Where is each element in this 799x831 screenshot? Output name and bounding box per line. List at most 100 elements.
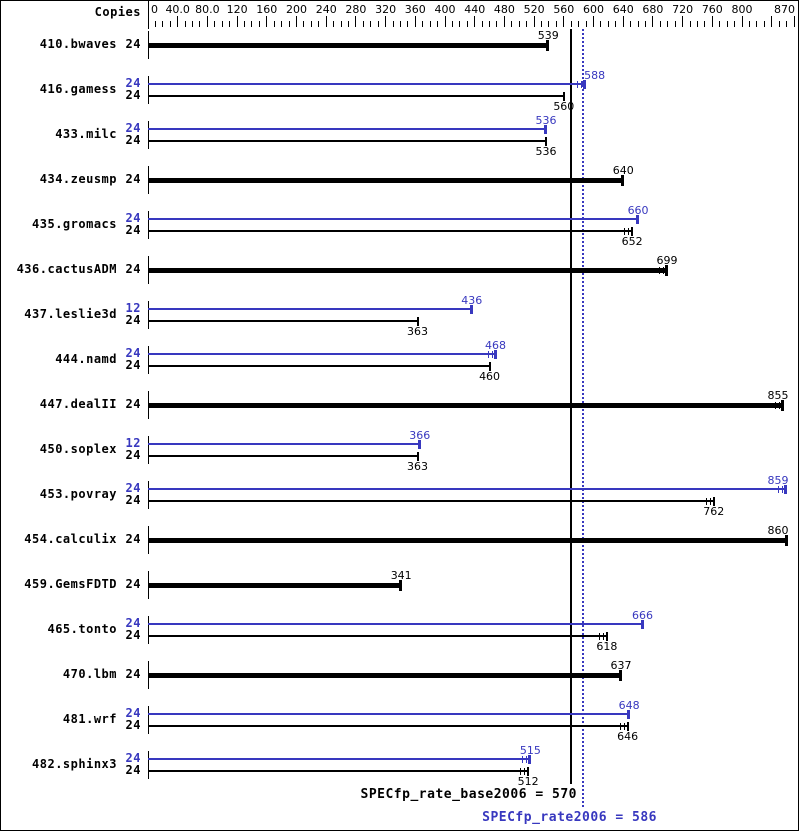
axis-major-tick — [793, 16, 795, 27]
bar-end-cap — [627, 709, 631, 719]
axis-major-tick — [385, 16, 387, 27]
axis-minor-tick — [659, 21, 661, 27]
copies-value: 24 — [125, 37, 141, 51]
bar-end-cap — [582, 79, 586, 89]
group-axis-line — [148, 76, 149, 104]
peak-bar — [148, 83, 585, 85]
axis-minor-tick — [555, 21, 557, 27]
axis-major-tick — [593, 16, 595, 27]
axis-minor-tick — [489, 21, 491, 27]
bar-value-label: 560 — [553, 100, 575, 113]
bar-value-label: 855 — [767, 389, 789, 402]
run-median-mark — [774, 401, 776, 409]
axis-minor-tick — [362, 21, 364, 27]
bar-end-cap — [544, 136, 547, 146]
peak-bar — [148, 128, 546, 130]
copies-value: 24 — [125, 313, 141, 327]
benchmark-name: 434.zeusmp — [39, 172, 117, 186]
axis-minor-tick — [585, 21, 587, 27]
axis-minor-tick — [637, 21, 639, 27]
axis-minor-tick — [318, 21, 320, 27]
axis-minor-tick — [347, 21, 349, 27]
bar-end-cap — [631, 226, 634, 236]
bar-end-cap — [783, 484, 787, 494]
base-bar — [148, 365, 490, 367]
bar-end-cap — [626, 721, 629, 731]
axis-minor-tick — [399, 21, 401, 27]
bar-end-cap — [399, 579, 403, 591]
benchmark-name: 450.soplex — [39, 442, 117, 456]
axis-major-tick — [236, 16, 238, 27]
peak-bar — [148, 758, 531, 760]
axis-minor-tick — [377, 21, 379, 27]
benchmark-name: 481.wrf — [62, 712, 117, 726]
axis-minor-tick — [214, 21, 216, 27]
axis-minor-tick — [734, 21, 736, 27]
axis-minor-tick — [570, 21, 572, 27]
axis-major-tick — [325, 16, 327, 27]
axis-tick-label: 480 — [493, 3, 515, 16]
axis-minor-tick — [251, 21, 253, 27]
copies-value: 12 — [125, 436, 141, 450]
axis-minor-tick — [184, 21, 186, 27]
bar-value-label: 859 — [767, 474, 789, 487]
axis-minor-tick — [340, 21, 342, 27]
axis-minor-tick — [392, 21, 394, 27]
axis-minor-tick — [481, 21, 483, 27]
run-median-mark — [624, 227, 626, 235]
base-bar — [148, 770, 529, 772]
run-median-mark — [576, 80, 578, 88]
axis-major-tick — [682, 16, 684, 27]
axis-major-tick — [266, 16, 268, 27]
axis-minor-tick — [719, 21, 721, 27]
axis-minor-tick — [281, 21, 283, 27]
axis-minor-tick — [630, 21, 632, 27]
benchmark-name: 453.povray — [39, 487, 117, 501]
benchmark-name: 435.gromacs — [32, 217, 117, 231]
bar-value-label: 512 — [517, 775, 539, 788]
axis-tick-label: 760 — [701, 3, 723, 16]
axis-minor-tick — [756, 21, 758, 27]
copies-value: 24 — [125, 76, 141, 90]
bar-value-label: 666 — [632, 609, 654, 622]
bar-end-cap — [636, 214, 640, 224]
bar-value-label: 536 — [535, 145, 557, 158]
peak-bar — [148, 623, 643, 625]
axis-minor-tick — [407, 21, 409, 27]
base-bar — [148, 42, 549, 48]
axis-major-tick — [741, 16, 743, 27]
bar-value-label: 648 — [618, 699, 640, 712]
bar-end-cap — [618, 669, 622, 681]
benchmark-name: 437.leslie3d — [24, 307, 117, 321]
axis-minor-tick — [333, 21, 335, 27]
group-axis-line — [148, 346, 149, 374]
axis-tick-label: 280 — [345, 3, 367, 16]
copies-value: 24 — [125, 532, 141, 546]
axis-tick-label: 160 — [256, 3, 278, 16]
bar-value-label: 652 — [621, 235, 643, 248]
bar-value-label: 539 — [537, 29, 559, 42]
bar-end-cap — [780, 399, 784, 411]
axis-minor-tick — [689, 21, 691, 27]
axis-minor-tick — [763, 21, 765, 27]
base-bar — [148, 95, 564, 97]
axis-major-tick — [711, 16, 713, 27]
axis-minor-tick — [786, 21, 788, 27]
axis-tick-label: 200 — [286, 3, 307, 16]
axis-minor-tick — [162, 21, 164, 27]
bar-end-cap — [543, 124, 547, 134]
peak-bar — [148, 308, 472, 310]
peak-bar — [148, 713, 630, 715]
copies-value: 24 — [125, 211, 141, 225]
axis-major-tick — [444, 16, 446, 27]
copies-value: 24 — [125, 493, 141, 507]
axis-minor-tick — [221, 21, 223, 27]
base-bar — [148, 320, 418, 322]
base-bar — [148, 455, 418, 457]
axis-minor-tick — [310, 21, 312, 27]
bar-end-cap — [562, 91, 565, 101]
axis-major-tick — [296, 16, 297, 27]
axis-major-tick — [474, 16, 476, 27]
axis-minor-tick — [704, 21, 706, 27]
axis-minor-tick — [303, 21, 305, 27]
